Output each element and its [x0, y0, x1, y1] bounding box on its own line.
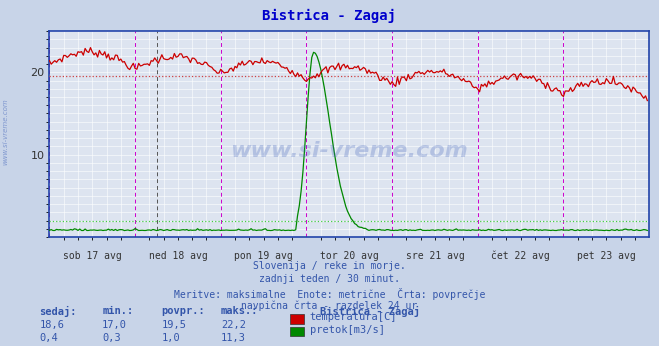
- Text: 0,3: 0,3: [102, 333, 121, 343]
- Text: min.:: min.:: [102, 306, 133, 316]
- Text: www.si-vreme.com: www.si-vreme.com: [231, 140, 468, 161]
- Text: maks.:: maks.:: [221, 306, 258, 316]
- Text: 1,0: 1,0: [161, 333, 180, 343]
- Text: pet 23 avg: pet 23 avg: [577, 251, 636, 261]
- Text: Bistrica - Zagaj: Bistrica - Zagaj: [262, 9, 397, 23]
- Text: Slovenija / reke in morje.: Slovenija / reke in morje.: [253, 261, 406, 271]
- Text: 17,0: 17,0: [102, 320, 127, 330]
- Text: 0,4: 0,4: [40, 333, 58, 343]
- Text: sedaj:: sedaj:: [40, 306, 77, 317]
- Text: zadnji teden / 30 minut.: zadnji teden / 30 minut.: [259, 274, 400, 284]
- Text: pon 19 avg: pon 19 avg: [234, 251, 293, 261]
- Text: pretok[m3/s]: pretok[m3/s]: [310, 325, 385, 335]
- Text: navpična črta - razdelek 24 ur: navpična črta - razdelek 24 ur: [241, 301, 418, 311]
- Text: 11,3: 11,3: [221, 333, 246, 343]
- Text: 19,5: 19,5: [161, 320, 186, 330]
- Text: www.si-vreme.com: www.si-vreme.com: [2, 98, 9, 165]
- Text: 22,2: 22,2: [221, 320, 246, 330]
- Text: čet 22 avg: čet 22 avg: [491, 251, 550, 261]
- Text: 18,6: 18,6: [40, 320, 65, 330]
- Text: ned 18 avg: ned 18 avg: [148, 251, 208, 261]
- Text: Meritve: maksimalne  Enote: metrične  Črta: povprečje: Meritve: maksimalne Enote: metrične Črta…: [174, 288, 485, 300]
- Text: tor 20 avg: tor 20 avg: [320, 251, 379, 261]
- Text: povpr.:: povpr.:: [161, 306, 205, 316]
- Text: sob 17 avg: sob 17 avg: [63, 251, 122, 261]
- Text: temperatura[C]: temperatura[C]: [310, 312, 397, 322]
- Text: Bistrica - Zagaj: Bistrica - Zagaj: [320, 306, 420, 317]
- Text: sre 21 avg: sre 21 avg: [405, 251, 465, 261]
